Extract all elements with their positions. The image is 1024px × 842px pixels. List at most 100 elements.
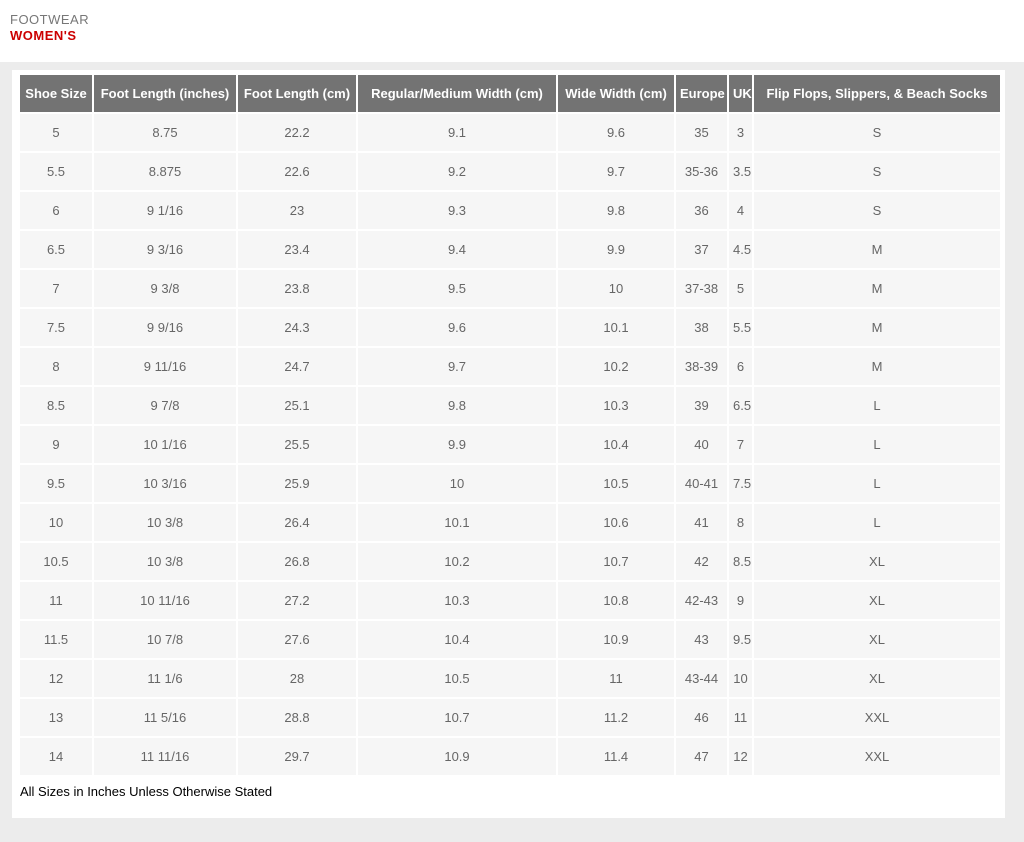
table-cell: 42-43: [676, 582, 727, 619]
table-cell: XXL: [754, 699, 1000, 736]
table-cell: 43-44: [676, 660, 727, 697]
table-cell: M: [754, 270, 1000, 307]
table-cell: 40-41: [676, 465, 727, 502]
table-cell: 9.9: [558, 231, 674, 268]
table-cell: 10.9: [358, 738, 556, 775]
table-cell: 7.5: [20, 309, 92, 346]
table-cell: 10 1/16: [94, 426, 236, 463]
table-cell: 9.7: [558, 153, 674, 190]
table-cell: 43: [676, 621, 727, 658]
table-cell: 9: [729, 582, 752, 619]
table-cell: S: [754, 153, 1000, 190]
table-cell: L: [754, 504, 1000, 541]
table-cell: 28.8: [238, 699, 356, 736]
table-cell: 11 11/16: [94, 738, 236, 775]
table-cell: 10 3/8: [94, 504, 236, 541]
table-cell: M: [754, 348, 1000, 385]
table-cell: 28: [238, 660, 356, 697]
table-cell: 37-38: [676, 270, 727, 307]
table-cell: 9.6: [358, 309, 556, 346]
table-cell: XL: [754, 582, 1000, 619]
table-row: 5 8.75 22.2 9.1 9.6 35 3 S: [20, 114, 1000, 151]
page-title: WOMEN'S: [10, 28, 77, 43]
table-cell: 24.7: [238, 348, 356, 385]
table-cell: 10 3/16: [94, 465, 236, 502]
table-cell: 6.5: [20, 231, 92, 268]
column-header: Wide Width (cm): [558, 75, 674, 112]
table-row: 5.5 8.875 22.6 9.2 9.7 35-36 3.5 S: [20, 153, 1000, 190]
table-cell: 8.75: [94, 114, 236, 151]
category-label: FOOTWEAR: [10, 12, 90, 27]
table-cell: 9.5: [358, 270, 556, 307]
table-row: 9.5 10 3/16 25.9 10 10.5 40-41 7.5 L: [20, 465, 1000, 502]
table-cell: 9 1/16: [94, 192, 236, 229]
table-cell: 11.5: [20, 621, 92, 658]
column-header: Shoe Size: [20, 75, 92, 112]
table-row: 8.5 9 7/8 25.1 9.8 10.3 39 6.5 L: [20, 387, 1000, 424]
table-cell: 10: [358, 465, 556, 502]
table-cell: 11.2: [558, 699, 674, 736]
table-cell: XL: [754, 621, 1000, 658]
table-cell: 4: [729, 192, 752, 229]
column-header: Regular/Medium Width (cm): [358, 75, 556, 112]
size-chart-panel: Shoe Size Foot Length (inches) Foot Length…: [12, 70, 1005, 818]
table-cell: 12: [729, 738, 752, 775]
table-cell: 11 5/16: [94, 699, 236, 736]
table-cell: 10.6: [558, 504, 674, 541]
table-cell: 10.8: [558, 582, 674, 619]
table-cell: 5.5: [729, 309, 752, 346]
table-cell: 3: [729, 114, 752, 151]
table-cell: 23: [238, 192, 356, 229]
table-cell: 5.5: [20, 153, 92, 190]
table-cell: 36: [676, 192, 727, 229]
table-cell: 8: [729, 504, 752, 541]
table-cell: 12: [20, 660, 92, 697]
table-cell: L: [754, 465, 1000, 502]
size-chart-table: Shoe Size Foot Length (inches) Foot Length…: [18, 73, 1002, 777]
table-row: 6.5 9 3/16 23.4 9.4 9.9 37 4.5 M: [20, 231, 1000, 268]
column-header: Foot Length (cm): [238, 75, 356, 112]
table-cell: 8.875: [94, 153, 236, 190]
table-cell: 10.9: [558, 621, 674, 658]
content-section: Shoe Size Foot Length (inches) Foot Length…: [0, 62, 1024, 842]
table-row: 9 10 1/16 25.5 9.9 10.4 40 7 L: [20, 426, 1000, 463]
table-cell: 9: [20, 426, 92, 463]
table-cell: 6: [20, 192, 92, 229]
table-cell: 5: [20, 114, 92, 151]
table-row: 7.5 9 9/16 24.3 9.6 10.1 38 5.5 M: [20, 309, 1000, 346]
table-cell: 3.5: [729, 153, 752, 190]
table-cell: 6: [729, 348, 752, 385]
table-row: 11.5 10 7/8 27.6 10.4 10.9 43 9.5 XL: [20, 621, 1000, 658]
table-cell: 11 1/6: [94, 660, 236, 697]
table-cell: 11.4: [558, 738, 674, 775]
table-cell: 9.8: [358, 387, 556, 424]
table-cell: 10.4: [558, 426, 674, 463]
table-cell: 9 9/16: [94, 309, 236, 346]
table-cell: 11: [20, 582, 92, 619]
table-cell: 41: [676, 504, 727, 541]
table-cell: 10 7/8: [94, 621, 236, 658]
table-row: 10.5 10 3/8 26.8 10.2 10.7 42 8.5 XL: [20, 543, 1000, 580]
table-cell: 6.5: [729, 387, 752, 424]
table-cell: XL: [754, 660, 1000, 697]
table-cell: 8: [20, 348, 92, 385]
table-cell: 25.1: [238, 387, 356, 424]
table-row: 10 10 3/8 26.4 10.1 10.6 41 8 L: [20, 504, 1000, 541]
table-cell: 9 3/8: [94, 270, 236, 307]
table-cell: 29.7: [238, 738, 356, 775]
table-cell: 9.2: [358, 153, 556, 190]
table-cell: L: [754, 387, 1000, 424]
table-cell: 35: [676, 114, 727, 151]
table-cell: 10.7: [558, 543, 674, 580]
table-cell: 35-36: [676, 153, 727, 190]
table-cell: 9.4: [358, 231, 556, 268]
table-cell: 11: [558, 660, 674, 697]
table-cell: M: [754, 231, 1000, 268]
table-cell: 37: [676, 231, 727, 268]
table-cell: 10 3/8: [94, 543, 236, 580]
table-cell: 27.6: [238, 621, 356, 658]
table-cell: 10.7: [358, 699, 556, 736]
